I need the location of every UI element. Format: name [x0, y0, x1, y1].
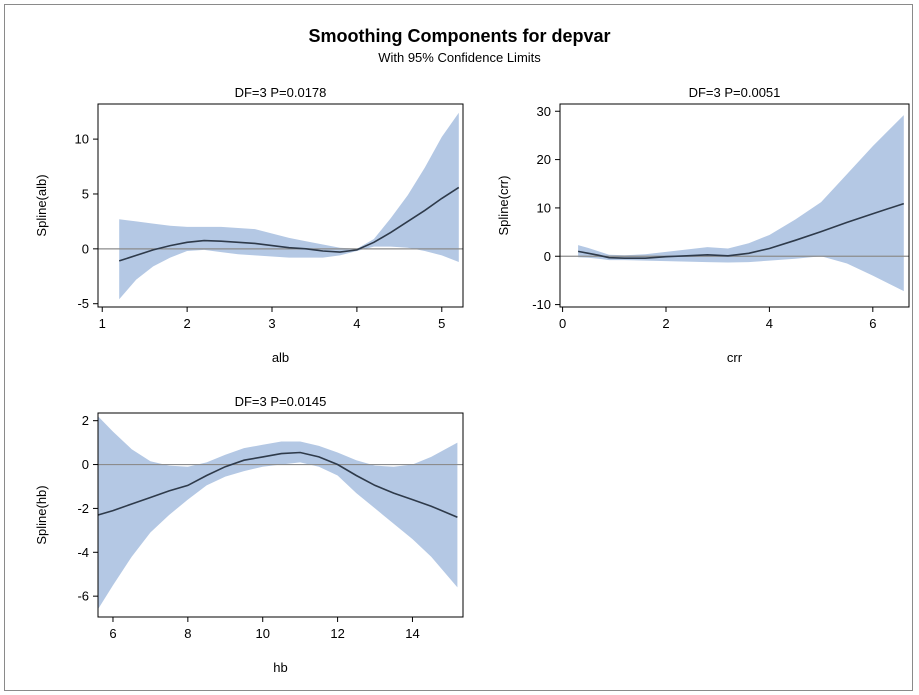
x-tick-label: 14: [405, 626, 419, 641]
y-tick-label: -2: [77, 501, 89, 516]
spline-estimate-line: [118, 186, 460, 262]
figure-subtitle: With 95% Confidence Limits: [378, 50, 541, 65]
y-tick-label: 0: [82, 457, 89, 472]
y-tick-label: 10: [537, 200, 551, 215]
spline-estimate-line: [97, 451, 458, 518]
x-axis-label: hb: [273, 660, 287, 675]
x-tick-label: 6: [869, 316, 876, 331]
y-tick-label: -4: [77, 545, 89, 560]
figure-title: Smoothing Components for depvar: [308, 26, 611, 46]
y-tick-label: 5: [82, 186, 89, 201]
x-tick-label: 0: [559, 316, 566, 331]
x-tick-label: 3: [268, 316, 275, 331]
y-tick-label: 0: [544, 249, 551, 264]
x-tick-label: 2: [184, 316, 191, 331]
plot-frame: [97, 412, 464, 618]
panel-title: DF=3 P=0.0051: [689, 85, 781, 100]
confidence-band: [98, 416, 458, 610]
confidence-band: [119, 112, 459, 300]
panel-2: 6 8 10 12 14 -6 -4 -2 0 2 DF=3 P=0.0145 hb Spline(hb…: [34, 394, 464, 675]
x-tick-label: 8: [184, 626, 191, 641]
panel-0: 1 2 3 4 5 -5 0 5 10 DF=3 P=0.0178 alb Spline(alb): [34, 85, 464, 365]
panel-1: 0 2 4 6 -10 0 10 20 30 DF=3 P=0.0051 crr Spline(crr…: [496, 85, 910, 365]
y-tick-label: 30: [537, 104, 551, 119]
x-axis-label: alb: [272, 350, 289, 365]
x-tick-label: 4: [353, 316, 360, 331]
y-tick-label: -6: [77, 589, 89, 604]
y-axis-label: Spline(alb): [34, 174, 49, 236]
y-tick-label: 10: [75, 132, 89, 147]
y-tick-label: 20: [537, 152, 551, 167]
y-tick-label: 2: [82, 413, 89, 428]
plot-frame: [559, 103, 910, 308]
panel-title: DF=3 P=0.0145: [235, 394, 327, 409]
y-axis-label: Spline(hb): [34, 485, 49, 544]
y-tick-label: 0: [82, 241, 89, 256]
x-tick-label: 10: [255, 626, 269, 641]
x-tick-label: 6: [109, 626, 116, 641]
x-tick-label: 5: [438, 316, 445, 331]
y-axis-label: Spline(crr): [496, 176, 511, 236]
x-tick-label: 12: [330, 626, 344, 641]
plot-frame: [97, 103, 464, 308]
x-tick-label: 4: [766, 316, 773, 331]
spline-estimate-line: [577, 202, 905, 260]
x-tick-label: 2: [662, 316, 669, 331]
y-tick-label: -5: [77, 296, 89, 311]
x-tick-label: 1: [99, 316, 106, 331]
y-tick-label: -10: [532, 297, 551, 312]
x-axis-label: crr: [727, 350, 743, 365]
confidence-band: [578, 115, 904, 292]
panel-title: DF=3 P=0.0178: [235, 85, 327, 100]
